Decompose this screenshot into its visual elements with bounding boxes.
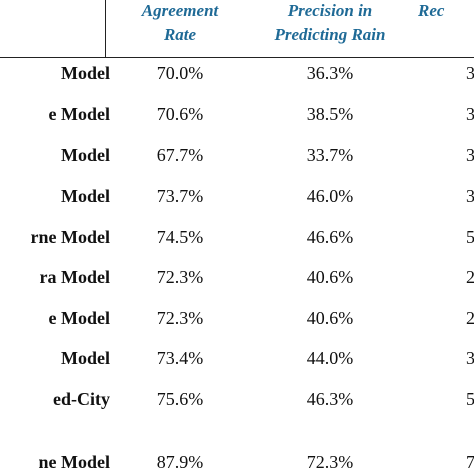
agreement-rate-cell: 70.6% [156, 104, 204, 124]
recall-cell: 5 [466, 389, 474, 409]
precision-cell: 72.3% [306, 452, 354, 472]
model-name-cell: Model [61, 348, 110, 368]
precision-cell: 36.3% [306, 63, 354, 83]
header-precision: Precision in Predicting Rain [250, 0, 410, 57]
table-row: ne Model 87.9% 72.3% 7 [0, 449, 474, 475]
header-precision-line1: Precision in [287, 1, 373, 20]
header-agreement-line1: Agreement [141, 1, 219, 20]
table-row: Model 73.4% 44.0% 3 [0, 345, 474, 371]
precision-cell: 40.6% [306, 267, 354, 287]
agreement-rate-cell: 73.4% [156, 348, 204, 368]
agreement-rate-cell: 67.7% [156, 145, 204, 165]
recall-cell: 3 [466, 145, 474, 165]
agreement-rate-cell: 74.5% [156, 227, 204, 247]
header-agreement-rate: Agreement Rate [110, 0, 250, 57]
table-row: e Model 70.6% 38.5% 3 [0, 101, 474, 127]
table-row: Model 67.7% 33.7% 3 [0, 142, 474, 168]
model-name-cell: ed-City [53, 389, 110, 409]
agreement-rate-cell: 73.7% [156, 186, 204, 206]
table-row: ed-City 75.6% 46.3% 5 [0, 386, 474, 412]
model-name-cell: ne Model [38, 452, 111, 472]
model-name-cell: Model [61, 63, 110, 83]
table-row: Model 70.0% 36.3% 3 [0, 60, 474, 86]
model-name-cell: e Model [48, 308, 110, 328]
table-row: rne Model 74.5% 46.6% 5 [0, 224, 474, 250]
header-vertical-rule [105, 0, 106, 57]
model-name-cell: Model [61, 186, 110, 206]
precision-cell: 33.7% [306, 145, 354, 165]
header-recall-line1: Rec [418, 1, 445, 20]
header-horizontal-rule [0, 57, 474, 58]
recall-cell: 3 [466, 63, 474, 83]
model-name-cell: rne Model [30, 227, 110, 247]
recall-cell: 3 [466, 348, 474, 368]
agreement-rate-cell: 72.3% [156, 308, 204, 328]
recall-cell: 2 [466, 308, 474, 328]
recall-cell: 3 [466, 104, 474, 124]
header-precision-line2: Predicting Rain [274, 25, 386, 44]
table-row: e Model 72.3% 40.6% 2 [0, 305, 474, 331]
model-name-cell: Model [61, 145, 110, 165]
recall-cell: 5 [466, 227, 474, 247]
recall-cell: 2 [466, 267, 474, 287]
table-row: Model 73.7% 46.0% 3 [0, 183, 474, 209]
recall-cell: 7 [466, 452, 474, 472]
agreement-rate-cell: 70.0% [156, 63, 204, 83]
precision-cell: 38.5% [306, 104, 354, 124]
model-name-cell: ra Model [39, 267, 110, 287]
precision-cell: 46.3% [306, 389, 354, 409]
precision-cell: 46.6% [306, 227, 354, 247]
precision-cell: 46.0% [306, 186, 354, 206]
header-recall: Rec [418, 0, 474, 57]
agreement-rate-cell: 87.9% [156, 452, 204, 472]
model-name-cell: e Model [48, 104, 110, 124]
precision-cell: 40.6% [306, 308, 354, 328]
table-row: ra Model 72.3% 40.6% 2 [0, 264, 474, 290]
agreement-rate-cell: 72.3% [156, 267, 204, 287]
precision-cell: 44.0% [306, 348, 354, 368]
recall-cell: 3 [466, 186, 474, 206]
agreement-rate-cell: 75.6% [156, 389, 204, 409]
header-agreement-line2: Rate [163, 25, 197, 44]
